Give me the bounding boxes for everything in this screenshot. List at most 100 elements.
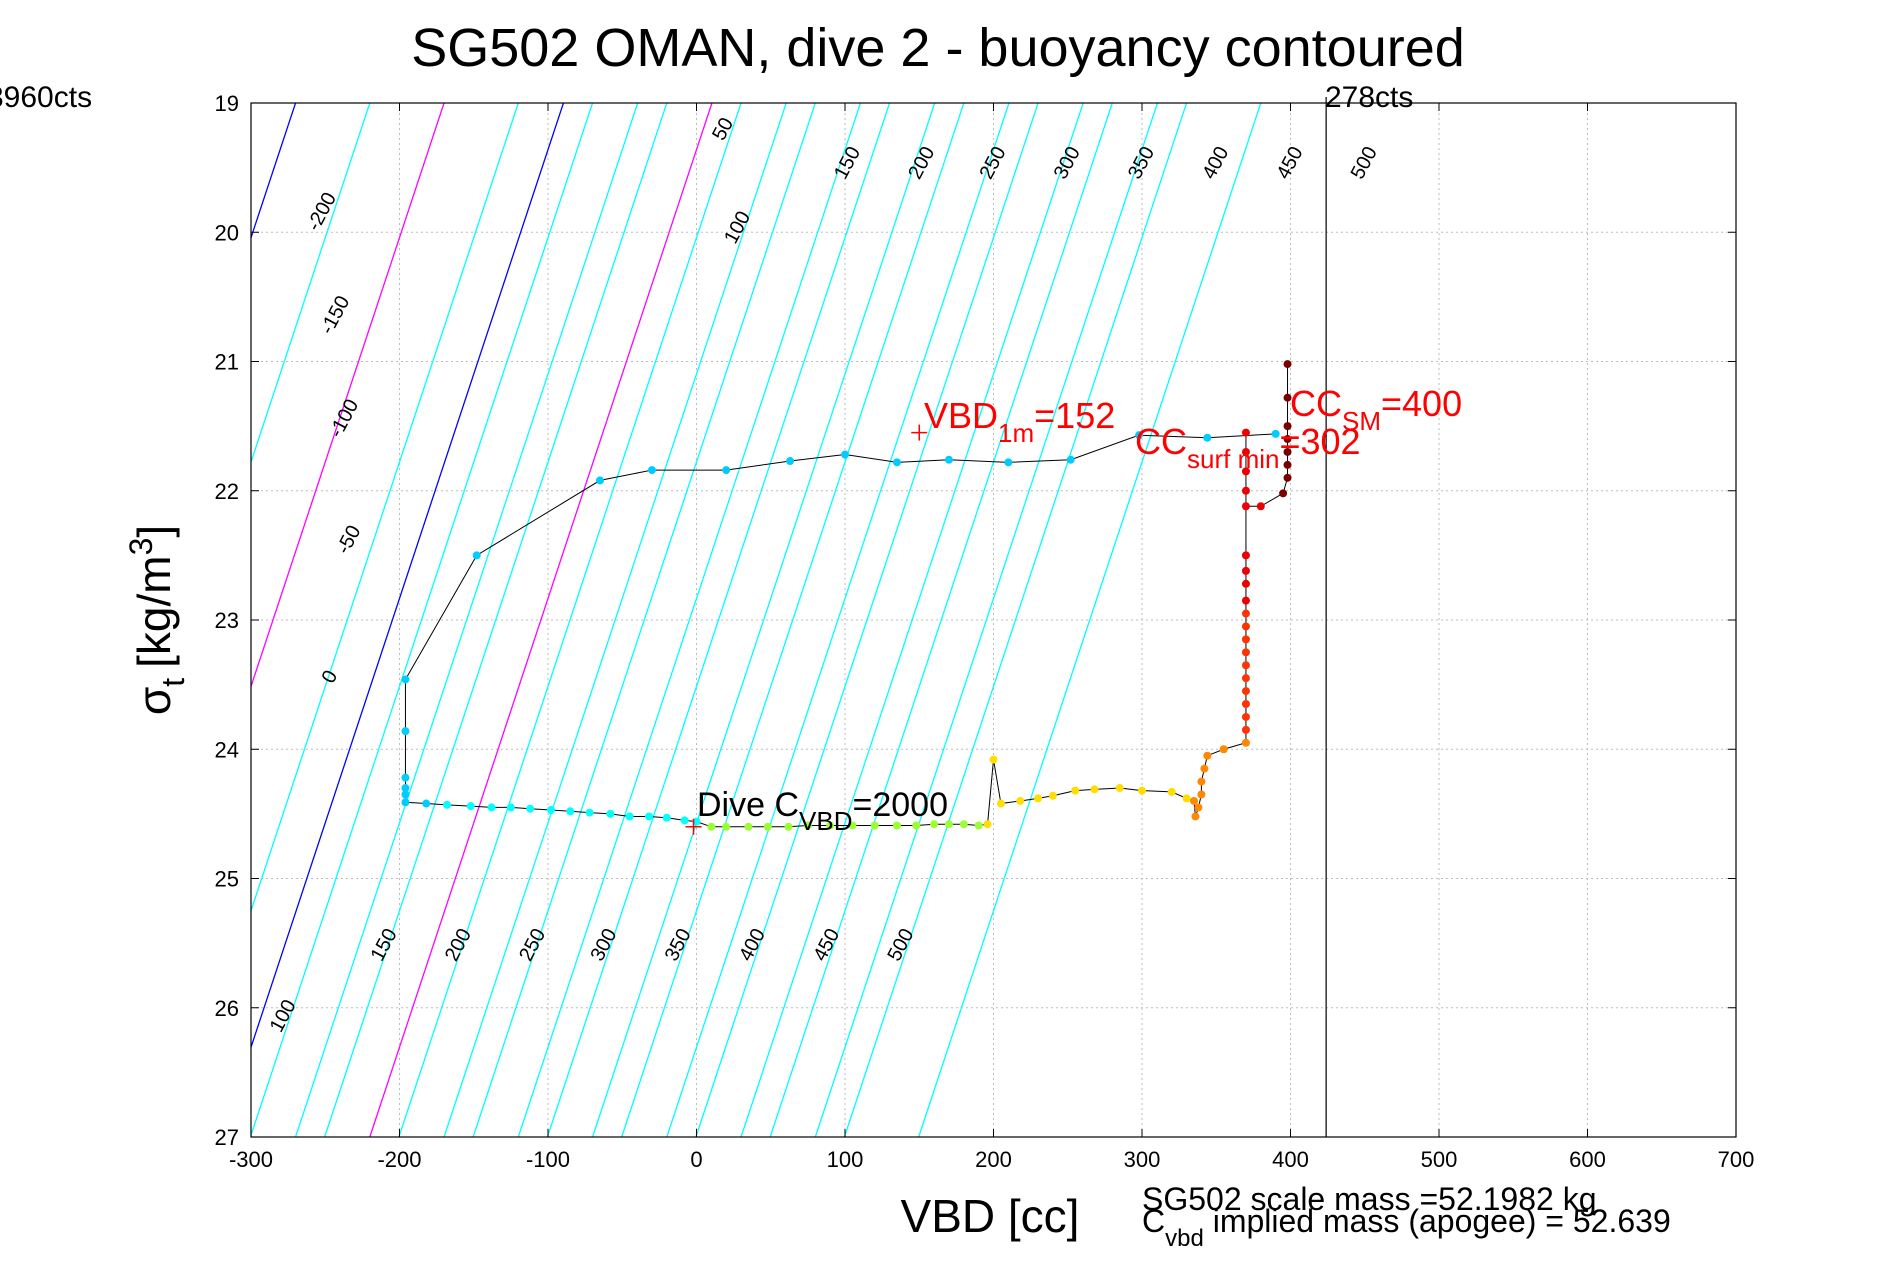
- contour-line: [591, 103, 936, 1137]
- data-point: [662, 813, 671, 822]
- data-point: [803, 821, 812, 830]
- data-point: [606, 809, 615, 818]
- data-point: [401, 784, 410, 793]
- data-point: [1034, 794, 1043, 803]
- data-point: [1241, 674, 1250, 683]
- data-point: [1016, 796, 1025, 805]
- data-point: [1138, 786, 1146, 795]
- data-point: [930, 820, 939, 829]
- data-point: [1241, 428, 1250, 437]
- x-tick-label: 700: [1718, 1147, 1755, 1172]
- data-point: [1241, 661, 1250, 670]
- data-point: [1004, 458, 1013, 467]
- data-point: [1048, 791, 1057, 800]
- contour-line: [251, 103, 565, 1050]
- data-point: [401, 675, 410, 684]
- data-point: [1241, 566, 1250, 575]
- data-point: [912, 821, 921, 830]
- data-point: [848, 821, 857, 830]
- data-point: [870, 821, 879, 830]
- chart-title: SG502 OMAN, dive 2 - buoyancy contoured: [411, 18, 1465, 78]
- data-point: [566, 807, 575, 816]
- data-point: [1191, 812, 1200, 821]
- data-point: [707, 822, 716, 831]
- buoyancy-contours: [251, 103, 1262, 1137]
- data-point: [1241, 596, 1250, 605]
- data-point: [1241, 738, 1250, 747]
- data-point: [1283, 360, 1292, 369]
- data-point: [1219, 745, 1228, 754]
- y-axis-label-units: [kg/m: [128, 555, 180, 667]
- data-point: [786, 457, 795, 466]
- data-point: [466, 802, 475, 811]
- data-point: [744, 822, 753, 831]
- x-tick-label: 300: [1124, 1147, 1161, 1172]
- x-axis-label: VBD [cc]: [901, 1190, 1080, 1242]
- data-point: [1283, 473, 1292, 482]
- contour-line: [294, 103, 639, 1137]
- data-point: [1197, 790, 1206, 799]
- vline-right-label: 278cts: [1325, 81, 1413, 114]
- data-point: [1241, 579, 1250, 588]
- y-tick-label: 22: [215, 479, 239, 504]
- contour-line: [443, 103, 787, 1137]
- data-point: [1241, 486, 1250, 495]
- data-point: [625, 812, 634, 821]
- data-point: [1241, 609, 1250, 618]
- data-point: [974, 821, 983, 830]
- data-point: [401, 790, 410, 799]
- data-point: [443, 800, 452, 809]
- data-point: [1241, 725, 1250, 734]
- dive-trace: [401, 360, 1292, 835]
- data-point: [680, 816, 689, 825]
- data-point: [996, 799, 1005, 808]
- data-point: [647, 466, 656, 475]
- data-point: [1271, 429, 1280, 438]
- x-tick-label: 500: [1421, 1147, 1458, 1172]
- data-point: [1283, 447, 1292, 456]
- contour-line: [369, 103, 713, 1137]
- contour-line: [472, 103, 816, 1137]
- vbd1m-annotation: VBD1m=152: [924, 395, 1115, 448]
- data-point: [841, 450, 849, 459]
- data-point: [1279, 489, 1288, 498]
- data-point: [401, 727, 410, 736]
- y-axis-label-symbol: σ: [128, 687, 180, 715]
- data-point: [1203, 433, 1212, 442]
- data-point: [1241, 687, 1250, 696]
- data-point: [585, 808, 594, 817]
- data-point: [1182, 794, 1191, 803]
- y-tick-label: 26: [215, 996, 239, 1021]
- data-point: [1241, 447, 1250, 456]
- y-tick-label: 20: [215, 220, 239, 245]
- contour-line: [251, 103, 445, 689]
- contour-line: [517, 103, 862, 1137]
- data-point: [1283, 422, 1292, 431]
- data-point: [1135, 431, 1144, 440]
- x-tick-label: -100: [526, 1147, 570, 1172]
- contour-line: [398, 103, 742, 1137]
- data-point: [526, 804, 535, 813]
- data-point: [989, 755, 998, 764]
- y-axis-label-sup: 3: [123, 538, 159, 556]
- data-point: [595, 476, 604, 485]
- y-axis-label-close: ]: [128, 525, 180, 538]
- contour-line: [695, 103, 1039, 1137]
- contour-line: [843, 103, 1188, 1137]
- contour-line: [251, 103, 594, 1137]
- data-point: [1203, 751, 1212, 760]
- x-tick-label: 600: [1569, 1147, 1606, 1172]
- data-point: [692, 817, 701, 826]
- data-point: [784, 822, 793, 831]
- y-axis-label-sub: t: [155, 678, 191, 687]
- data-point: [1256, 502, 1265, 511]
- data-point: [401, 798, 410, 807]
- data-point: [1197, 777, 1206, 786]
- contour-line: [251, 103, 371, 465]
- data-point: [826, 821, 835, 830]
- data-point: [1200, 764, 1209, 773]
- data-point: [722, 466, 731, 475]
- dive-cvbd-annotation: Dive CVBD=2000: [697, 786, 948, 836]
- vline-left-label: 3960cts: [0, 81, 92, 114]
- data-point: [401, 773, 410, 782]
